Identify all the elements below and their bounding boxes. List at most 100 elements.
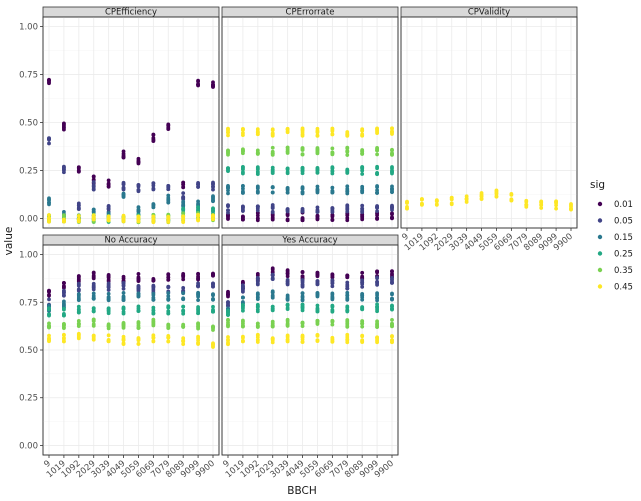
- data-point: [241, 184, 245, 188]
- data-point: [345, 169, 350, 174]
- data-point: [136, 271, 141, 276]
- data-point: [255, 216, 260, 221]
- data-point: [62, 126, 66, 130]
- data-point: [181, 271, 186, 276]
- data-point: [76, 293, 81, 298]
- data-point: [345, 184, 350, 189]
- panel-no-accuracy: No Accuracy: [42, 234, 220, 456]
- data-point: [136, 216, 141, 221]
- data-point: [255, 166, 260, 171]
- data-point: [121, 283, 126, 288]
- data-point: [539, 200, 544, 204]
- data-point: [390, 190, 394, 194]
- data-point: [390, 269, 394, 274]
- data-point: [91, 187, 96, 191]
- data-point: [91, 180, 96, 184]
- data-point: [47, 293, 51, 298]
- data-point: [196, 79, 200, 84]
- data-point: [136, 309, 141, 313]
- y-tick-label: 0.25: [19, 394, 38, 404]
- data-point: [211, 309, 215, 314]
- data-point: [285, 274, 290, 279]
- data-point: [151, 137, 156, 142]
- legend-label: 0.35: [614, 266, 633, 276]
- data-point: [76, 310, 81, 315]
- data-point: [255, 129, 260, 134]
- data-point: [136, 321, 141, 326]
- data-point: [47, 325, 51, 330]
- data-point: [121, 337, 126, 342]
- data-point: [360, 306, 365, 311]
- strip-label: CPValidity: [468, 8, 510, 18]
- data-point: [91, 174, 96, 179]
- data-point: [390, 280, 394, 285]
- data-point: [285, 145, 290, 150]
- data-point: [360, 190, 365, 195]
- data-point: [211, 85, 215, 89]
- data-point: [106, 278, 111, 282]
- data-point: [255, 277, 260, 281]
- data-point: [360, 270, 365, 275]
- data-point: [315, 339, 320, 344]
- data-point: [315, 129, 320, 134]
- data-point: [166, 339, 171, 344]
- data-point: [181, 214, 186, 219]
- data-point: [390, 307, 394, 312]
- data-point: [285, 337, 290, 342]
- data-point: [136, 341, 141, 346]
- data-point: [226, 184, 230, 188]
- data-point: [47, 137, 51, 141]
- data-point: [330, 132, 335, 137]
- data-point: [375, 172, 379, 177]
- data-point: [375, 213, 379, 218]
- data-point: [241, 306, 245, 311]
- data-point: [76, 169, 81, 174]
- data-point: [211, 217, 215, 222]
- data-point: [166, 294, 171, 298]
- data-point: [106, 324, 111, 329]
- data-point: [121, 290, 126, 295]
- data-point: [315, 146, 320, 150]
- data-point: [91, 323, 96, 328]
- data-point: [330, 127, 335, 131]
- legend-key: [597, 201, 603, 207]
- data-point: [136, 277, 141, 281]
- data-point: [181, 336, 186, 341]
- data-point: [360, 334, 365, 339]
- data-point: [345, 153, 350, 157]
- legend-key: [597, 218, 603, 223]
- data-point: [255, 211, 260, 215]
- data-point: [390, 169, 394, 174]
- axes-layer: 0.000.250.500.751.0091019109220293039404…: [19, 23, 575, 481]
- legend-label: 0.45: [614, 283, 633, 293]
- data-point: [390, 211, 394, 216]
- data-point: [76, 334, 81, 339]
- data-point: [226, 203, 230, 208]
- data-point: [330, 218, 335, 223]
- data-point: [285, 322, 290, 327]
- data-point: [330, 213, 335, 217]
- data-point: [106, 217, 111, 221]
- data-point: [255, 304, 260, 309]
- data-point: [211, 180, 215, 185]
- panel-cpefficiency: CPEfficiency: [42, 6, 220, 229]
- data-point: [315, 133, 320, 138]
- data-point: [360, 292, 365, 296]
- data-point: [181, 339, 186, 344]
- data-point: [62, 325, 66, 330]
- data-point: [345, 205, 350, 210]
- data-point: [494, 194, 499, 199]
- data-point: [106, 333, 111, 338]
- data-point: [181, 309, 186, 314]
- data-point: [181, 291, 186, 295]
- data-point: [151, 291, 156, 296]
- data-point: [300, 274, 305, 279]
- data-point: [136, 285, 141, 290]
- data-point: [330, 295, 335, 300]
- data-point: [375, 291, 379, 296]
- data-point: [226, 213, 230, 218]
- data-point: [151, 339, 156, 343]
- y-tick-label: 0.50: [19, 119, 38, 129]
- data-point: [390, 317, 394, 322]
- data-point: [345, 209, 350, 214]
